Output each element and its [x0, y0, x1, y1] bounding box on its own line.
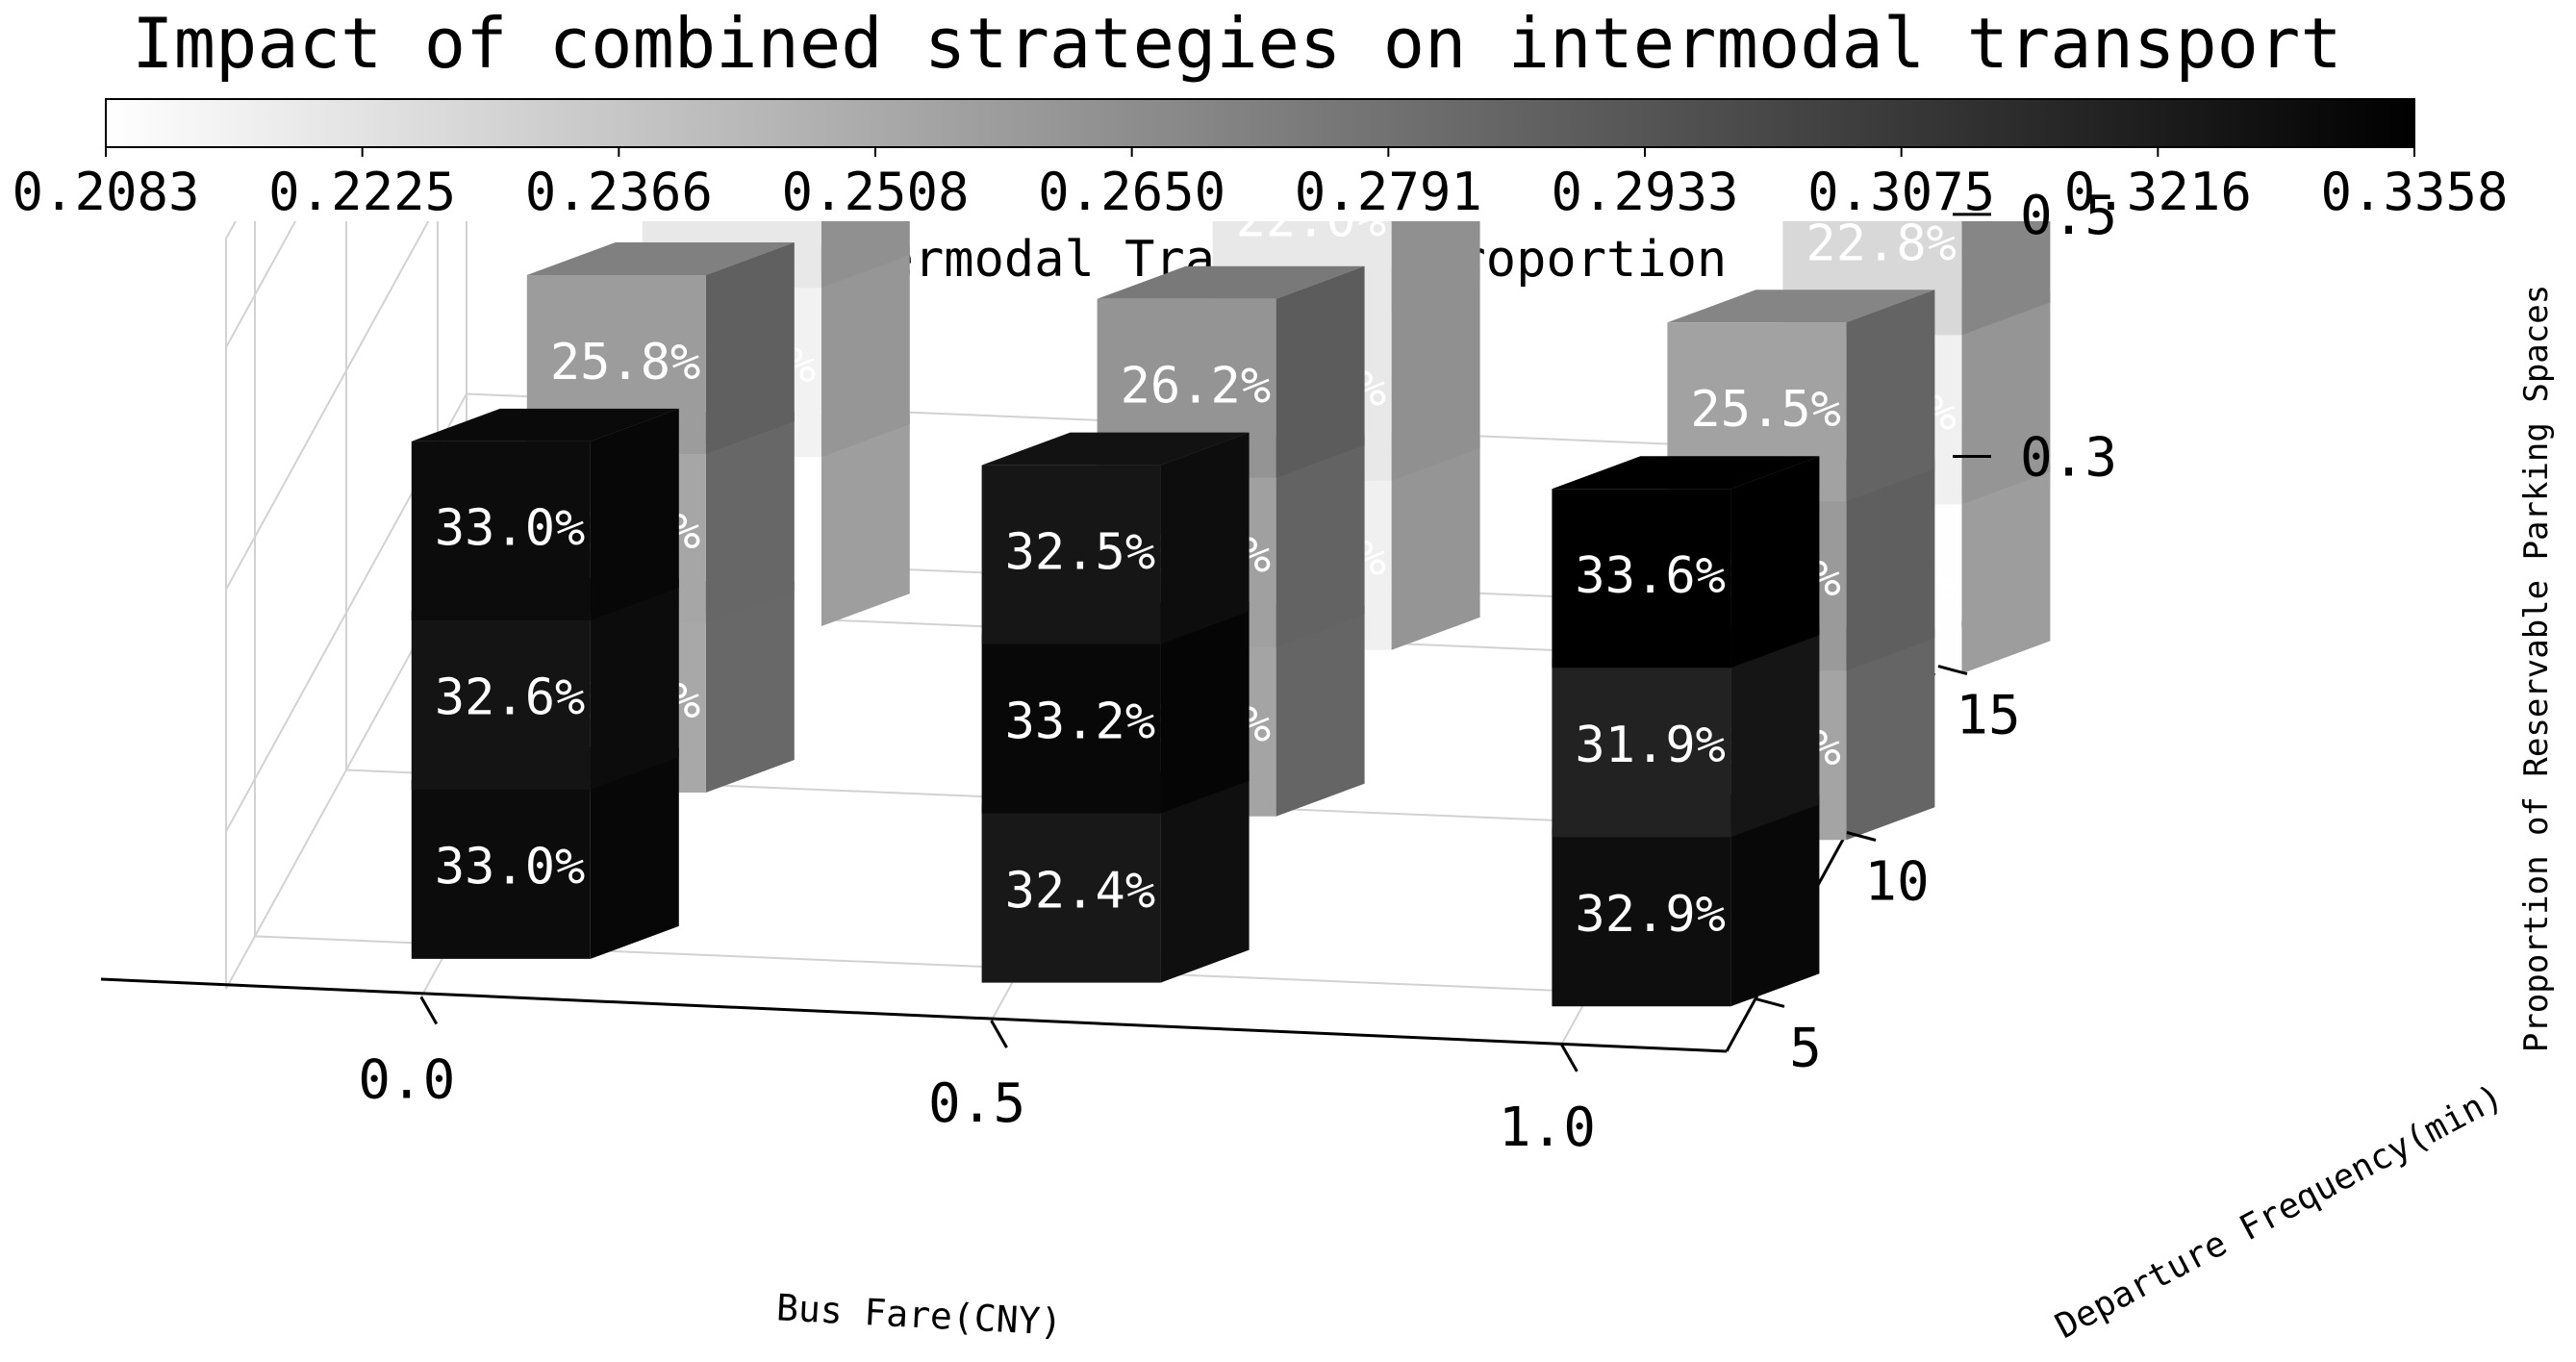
bar-value-label: 32.5%	[1005, 523, 1156, 581]
bar-side-face	[1961, 292, 2051, 505]
bar-side-face	[1961, 462, 2051, 674]
bar-side-face	[705, 581, 795, 793]
bar-side-face	[1160, 601, 1250, 814]
bars-3d: 20.8%21.5%22.0%21.6%22.0%22.0%20.9%21.6%…	[411, 167, 2051, 1007]
bar-side-face	[1730, 794, 1820, 1007]
bar-front-face	[1552, 489, 1731, 668]
y-tick-label: 15	[1956, 685, 2020, 747]
bar-front-face	[411, 779, 591, 959]
bar-value-label: 22.8%	[1806, 214, 1957, 272]
bar-value-label: 25.8%	[550, 334, 701, 391]
bar-side-face	[590, 408, 679, 620]
chart-title: Impact of combined strategies on intermo…	[132, 3, 2341, 84]
bar-side-face	[821, 245, 910, 458]
bar-side-face	[1846, 628, 1935, 841]
colorbar-gradient	[105, 98, 2415, 148]
x-tick-mark	[990, 1020, 1008, 1048]
bar-side-face	[1391, 268, 1480, 481]
bar-value-label: 22.0%	[666, 167, 817, 225]
z-tick-label: 0.3	[2020, 426, 2117, 489]
bar-side-face	[1275, 604, 1365, 817]
bar-value-label: 33.6%	[1575, 547, 1726, 605]
bar-side-face	[1160, 432, 1250, 644]
y-tick-label: 5	[1789, 1017, 1822, 1079]
bar-side-face	[1275, 435, 1365, 647]
bar-top-face	[1097, 265, 1365, 299]
bar-value-label: 22.0%	[1236, 191, 1387, 249]
x-axis-label: Bus Fare(CNY)	[775, 1286, 1063, 1344]
bar-side-face	[1275, 265, 1365, 478]
bar-top-face	[981, 432, 1250, 466]
bar-top-face	[411, 408, 679, 441]
bar-front-face	[1552, 827, 1731, 1007]
bar-front-face	[981, 803, 1161, 983]
colorbar-tick-label: 0.2366	[525, 162, 713, 222]
bar-front-face	[411, 610, 591, 790]
bar-side-face	[1846, 290, 1935, 502]
colorbar-tick-label: 0.2083	[12, 162, 199, 222]
bar-side-face	[1391, 438, 1480, 650]
bar-front-face	[411, 441, 591, 620]
y-tick-mark	[1937, 665, 1968, 676]
colorbar-tick-label: 0.2650	[1038, 162, 1225, 222]
x-tick-label: 1.0	[1499, 1097, 1596, 1159]
bar-front-face	[1552, 658, 1731, 838]
z-tick-label: 0.5	[2020, 185, 2117, 247]
bar-value-label: 33.0%	[435, 839, 586, 896]
bar-value-label: 31.9%	[1575, 717, 1726, 774]
bar-value-label: 26.2%	[1121, 358, 1272, 416]
bar-side-face	[1160, 770, 1250, 983]
y-axis-label: Departure Frequency(min)	[2049, 1077, 2510, 1347]
bar-side-face	[821, 221, 910, 289]
bar-side-face	[590, 577, 679, 790]
bar-value-label: 32.6%	[435, 669, 586, 727]
bar-value-label: 32.9%	[1575, 886, 1726, 944]
x-tick-mark	[419, 996, 439, 1025]
grid-line-z	[225, 221, 430, 591]
bar-side-face	[1730, 456, 1820, 668]
bar-value-label: 25.5%	[1690, 381, 1841, 439]
y-tick-mark	[1846, 831, 1877, 842]
bar-side-face	[1730, 625, 1820, 838]
bar-front-face	[981, 465, 1161, 644]
x-tick-label: 0.0	[358, 1048, 455, 1111]
colorbar-tick-label: 0.3216	[2064, 162, 2252, 222]
bar-side-face	[821, 415, 910, 627]
bar-side-face	[705, 242, 795, 454]
bar-cube: 32.5%	[981, 432, 1250, 644]
bar-top-face	[1667, 290, 1935, 323]
bar-side-face	[1391, 221, 1480, 312]
bar-value-label: 33.0%	[435, 500, 586, 558]
x-tick-mark	[1560, 1044, 1578, 1072]
colorbar-tick-label: 0.2225	[268, 162, 456, 222]
bar-top-face	[1552, 456, 1820, 490]
bar-side-face	[1846, 459, 1935, 671]
bar-side-face	[1961, 221, 2051, 336]
bar-value-label: 32.4%	[1005, 862, 1156, 920]
colorbar-tick-label: 0.2791	[1295, 162, 1482, 222]
grid-line-y	[345, 221, 1848, 834]
bar-value-label: 33.2%	[1005, 693, 1156, 750]
colorbar-tick-label: 0.2933	[1551, 162, 1738, 222]
colorbar-tick-label: 0.2508	[781, 162, 969, 222]
grid-line-y	[254, 221, 1756, 1000]
bar-cube: 25.8%	[526, 242, 795, 454]
x-axis-line	[100, 977, 1728, 1053]
colorbar-tick-label: 0.3358	[2320, 162, 2508, 222]
y-tick-mark	[1755, 996, 1785, 1008]
z-tick-label: 0.7	[2020, 0, 2117, 5]
x-tick-label: 0.5	[928, 1072, 1025, 1135]
bar-cube: 33.6%	[1552, 456, 1820, 668]
colorbar-tick-label: 0.3075	[1807, 162, 1995, 222]
bar-top-face	[526, 242, 795, 275]
bar-side-face	[705, 412, 795, 623]
bar-cube: 33.0%	[411, 408, 679, 620]
colorbar-ticks: 0.2083 0.2225 0.2366 0.2508 0.2650 0.2791 0.29…	[12, 147, 2509, 222]
bar-front-face	[981, 634, 1161, 814]
colorbar: 0.2083 0.2225 0.2366 0.2508 0.2650 0.2791 0.29…	[12, 98, 2509, 289]
bar-side-face	[590, 746, 679, 959]
y-tick-label: 10	[1864, 851, 1929, 914]
z-axis-label: Proportion of Reservable Parking Spaces	[2517, 285, 2556, 1052]
